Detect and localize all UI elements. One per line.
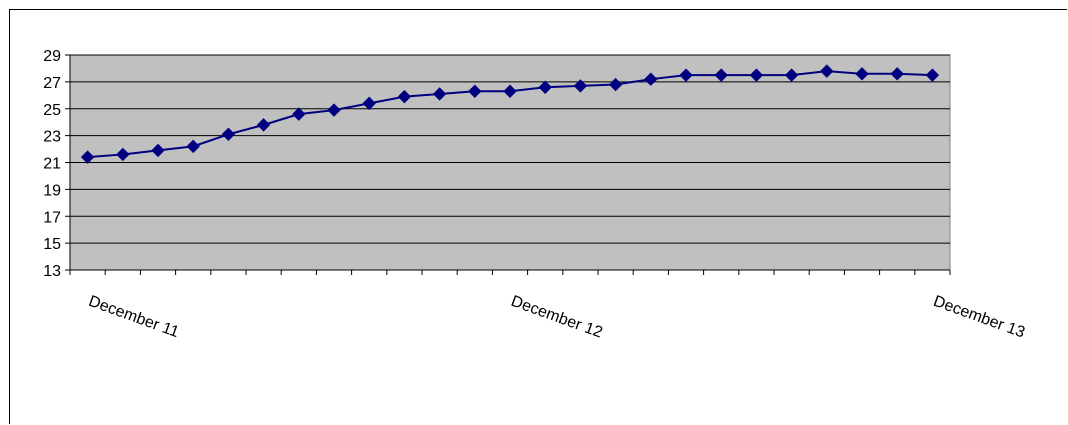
data-point — [256, 118, 271, 132]
data-point — [80, 150, 95, 164]
data-point — [890, 67, 904, 81]
gridlines — [70, 54, 950, 244]
y-tick-label: 23 — [43, 129, 61, 146]
data-point — [221, 127, 236, 141]
data-point — [432, 87, 447, 101]
y-tick-label: 17 — [43, 209, 61, 226]
y-tick-label: 13 — [43, 263, 61, 280]
y-tick-label: 19 — [43, 182, 61, 199]
data-point — [925, 68, 940, 82]
y-tick-label: 15 — [43, 236, 61, 253]
y-tick-label: 25 — [43, 102, 61, 119]
data-point — [327, 103, 341, 117]
data-point — [468, 84, 482, 98]
data-point — [573, 79, 588, 93]
data-point — [503, 84, 517, 98]
data-point — [116, 147, 130, 162]
data-point — [292, 107, 306, 121]
data-point — [749, 68, 764, 82]
chart-frame — [9, 9, 1067, 424]
x-category-label: December 13 — [931, 293, 1027, 342]
data-point — [714, 68, 728, 82]
x-category-label: December 11 — [86, 293, 181, 341]
y-tick-label: 29 — [43, 48, 61, 65]
data-point — [397, 89, 412, 104]
data-point — [855, 67, 869, 81]
data-point — [644, 72, 658, 86]
data-point — [784, 68, 799, 82]
data-point — [186, 139, 200, 154]
y-tick-label: 21 — [43, 156, 61, 173]
data-point — [362, 96, 376, 111]
y-tick-label: 27 — [43, 75, 61, 92]
data-point — [608, 77, 623, 92]
data-point — [820, 64, 834, 78]
x-category-label: December 12 — [509, 293, 605, 342]
axes — [65, 54, 951, 275]
data-point — [151, 143, 165, 158]
data-point — [679, 68, 693, 82]
data-point — [538, 80, 552, 94]
series-layer — [80, 64, 940, 164]
